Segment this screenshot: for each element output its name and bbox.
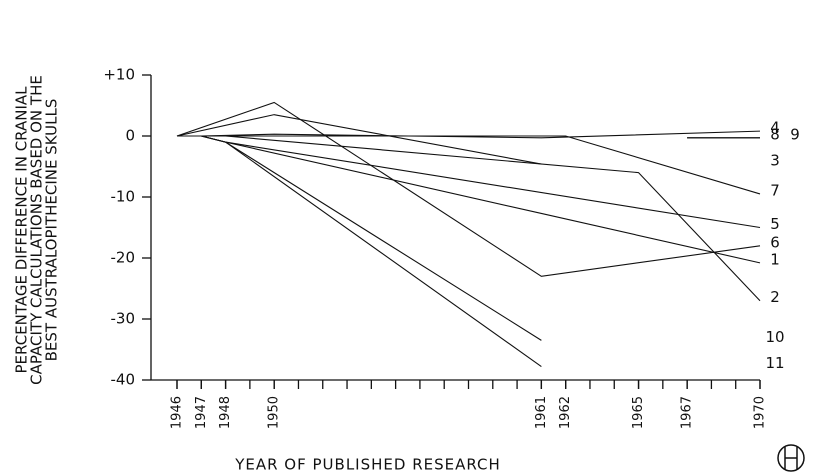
legend-label: 6 [770, 233, 780, 251]
legend-label: 1 [770, 250, 780, 268]
y-label-line: CAPACITY CALCULATIONS BASED ON THE [28, 75, 46, 385]
x-tick-label: 1965 [631, 396, 646, 429]
line [176, 114, 542, 165]
y-label-line: PERCENTAGE DIFFERENCE IN CRANIAL [13, 86, 31, 374]
line [177, 135, 761, 264]
y-tick-label: -20 [111, 249, 136, 267]
y-tick-label: -40 [111, 371, 136, 389]
x-tick-label: 1947 [194, 396, 209, 429]
line [176, 101, 761, 277]
x-tick-label: 1946 [170, 396, 185, 429]
legend-label: 9 [790, 125, 800, 143]
x-tick-label: 1950 [267, 396, 282, 429]
line [177, 130, 761, 139]
legend-label: 8 [770, 125, 780, 143]
line [177, 135, 761, 229]
line [177, 135, 542, 368]
logo [777, 444, 805, 472]
legend-label: 2 [770, 288, 780, 306]
legend-label: 3 [770, 152, 780, 170]
legend-label: 4 [770, 119, 780, 137]
legend-label: 7 [770, 181, 780, 199]
y-tick-label: +10 [103, 66, 135, 84]
x-tick-label: 1948 [218, 396, 233, 429]
y-tick-label: -30 [111, 310, 136, 328]
legend-label: 5 [770, 215, 780, 233]
line [177, 135, 761, 195]
logo-circle [777, 444, 805, 472]
y-tick-label: -10 [111, 188, 136, 206]
x-tick-label: 1970 [753, 396, 768, 429]
legend-label: 10 [765, 328, 784, 346]
x-tick-label: 1961 [534, 396, 549, 429]
x-tick-label: 1967 [680, 396, 695, 429]
y-tick-label: 0 [125, 127, 135, 145]
legend-label: 11 [765, 354, 784, 372]
line [177, 135, 542, 341]
x-tick-label: 1962 [558, 396, 573, 429]
line [177, 135, 761, 302]
y-axis-label: PERCENTAGE DIFFERENCE IN CRANIAL CAPACIT… [13, 75, 61, 385]
y-label-line: BEST AUSTRALOPITHECINE SKULLS [43, 99, 61, 362]
x-axis-label: YEAR OF PUBLISHED RESEARCH [234, 456, 501, 474]
